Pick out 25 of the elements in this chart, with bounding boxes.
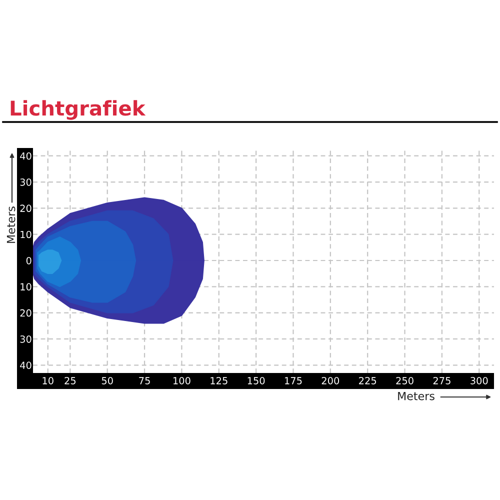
y-axis-title: Meters bbox=[6, 206, 16, 243]
chart-title: Lichtgrafiek bbox=[10, 100, 146, 120]
x-tick-label: 225 bbox=[359, 377, 376, 384]
y-tick-label: 40 bbox=[20, 362, 32, 369]
y-tick-label: 10 bbox=[20, 230, 32, 238]
y-tick-label: 40 bbox=[20, 152, 32, 160]
x-tick-label: 125 bbox=[210, 377, 228, 384]
x-tick-label: 50 bbox=[102, 377, 113, 384]
x-tick-label: 275 bbox=[433, 377, 450, 384]
x-tick-label: 300 bbox=[470, 377, 488, 384]
x-tick-label: 100 bbox=[174, 377, 190, 384]
y-tick-label: 20 bbox=[20, 204, 32, 212]
y-tick-label: 30 bbox=[20, 178, 32, 186]
y-tick-label: 20 bbox=[20, 309, 32, 317]
x-tick-label: 10 bbox=[42, 377, 54, 384]
x-tick-label: 175 bbox=[285, 377, 302, 384]
x-tick-label: 150 bbox=[248, 377, 265, 384]
x-tick-label: 25 bbox=[64, 377, 76, 384]
y-tick-label: 30 bbox=[20, 335, 32, 343]
x-tick-label: 200 bbox=[322, 377, 340, 384]
y-tick-label: 10 bbox=[20, 283, 32, 290]
x-tick-label: 250 bbox=[396, 377, 414, 384]
y-tick-label: 0 bbox=[26, 256, 32, 264]
x-tick-label: 75 bbox=[139, 377, 150, 384]
x-axis-title: Meters bbox=[398, 392, 434, 400]
